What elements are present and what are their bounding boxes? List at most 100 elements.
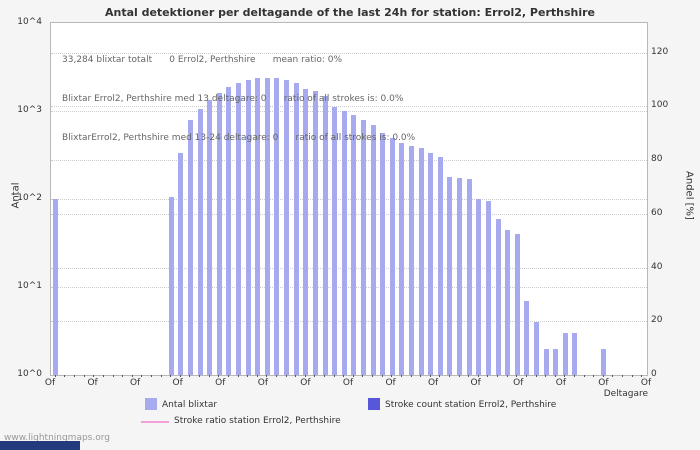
bar <box>505 229 511 375</box>
plot-area <box>50 22 648 376</box>
legend-line-stroke-ratio <box>141 421 169 423</box>
bar <box>178 153 184 375</box>
x-tick-label: Of <box>172 378 183 388</box>
axis-tick <box>593 375 595 377</box>
axis-tick <box>573 375 575 377</box>
gridline <box>51 106 647 108</box>
x-tick-label: Of <box>598 378 609 388</box>
bar <box>351 115 357 375</box>
axis-tick <box>631 375 633 377</box>
axis-tick <box>535 375 537 377</box>
bar <box>341 111 347 375</box>
gridline <box>51 321 647 323</box>
axis-tick <box>352 375 354 377</box>
annotation-line-2: Blixtar Errol2, Perthshire med 13 deltag… <box>62 94 404 104</box>
axis-tick <box>314 375 316 377</box>
y-axis-title-right: Andel [%] <box>683 171 695 220</box>
bar <box>332 107 338 375</box>
bar <box>303 88 309 375</box>
watermark-link[interactable]: www.lightningmaps.org <box>4 433 110 443</box>
bar <box>380 133 386 375</box>
axis-tick <box>497 375 498 377</box>
axis-tick <box>237 375 239 377</box>
bar <box>187 119 193 375</box>
gridline <box>51 160 647 161</box>
x-tick-label: Of <box>87 378 98 388</box>
bar <box>53 199 59 375</box>
axis-tick <box>141 375 143 377</box>
bar <box>543 348 549 375</box>
axis-tick <box>227 375 229 377</box>
bar <box>168 197 174 375</box>
y-tick-label-right: 100 <box>651 100 669 111</box>
footer-banner <box>0 441 80 450</box>
axis-tick <box>122 375 124 377</box>
axis-tick <box>458 375 460 377</box>
bar <box>437 157 443 375</box>
x-axis-ticks <box>50 375 646 379</box>
axis-tick <box>641 375 643 377</box>
bar <box>562 333 568 375</box>
y-tick-label-right: 40 <box>651 261 663 272</box>
y-tick-label-left: 10^4 <box>17 17 42 27</box>
axis-tick <box>54 375 56 377</box>
bar <box>284 80 289 375</box>
y-axis-right-labels: 120 100 80 60 40 20 0 <box>651 22 691 379</box>
axis-tick <box>448 375 450 377</box>
axis-tick <box>564 375 566 377</box>
y-tick-label-left: 10^0 <box>17 369 42 379</box>
axis-tick <box>324 375 325 377</box>
x-axis-labels: Of Of Of Of Of Of Of Of Of Of Of Of Of Of Of <box>45 378 651 390</box>
axis-tick <box>102 375 104 377</box>
axis-tick <box>439 375 441 377</box>
axis-tick <box>266 375 268 377</box>
bar <box>524 300 530 375</box>
bar <box>534 322 539 375</box>
axis-tick <box>275 375 277 377</box>
axis-tick <box>218 375 220 377</box>
axis-tick <box>400 375 402 377</box>
chart-title: Antal detektioner per deltagande of the … <box>104 6 596 19</box>
bar <box>312 90 318 375</box>
axis-tick <box>131 375 133 377</box>
y-tick-label-right: 80 <box>651 154 663 164</box>
axis-tick <box>189 375 191 377</box>
axis-tick <box>295 375 297 377</box>
bar <box>207 99 213 375</box>
bar <box>476 199 482 375</box>
x-tick-label: Of <box>257 378 269 388</box>
axis-tick <box>506 375 508 377</box>
bar <box>399 143 405 375</box>
bar <box>255 78 261 375</box>
axis-tick <box>525 375 527 377</box>
axis-tick <box>247 375 249 377</box>
bar <box>466 178 472 375</box>
axis-tick <box>208 375 210 377</box>
bar <box>360 119 366 375</box>
bar <box>226 86 232 375</box>
axis-tick <box>256 375 258 377</box>
x-tick-label: Of <box>385 378 396 388</box>
x-tick-label: Of <box>555 378 567 388</box>
x-tick-label: Of <box>470 378 481 388</box>
x-tick-label: Of <box>427 378 439 388</box>
axis-tick <box>468 375 470 377</box>
axis-tick <box>372 375 373 377</box>
bar <box>216 93 222 375</box>
bar <box>572 333 578 375</box>
axis-tick <box>410 375 412 377</box>
y-axis-left-labels: 10^4 10^3 10^2 10^1 10^0 <box>0 17 46 379</box>
bar <box>457 177 462 375</box>
axis-tick <box>362 375 364 377</box>
bar <box>322 95 328 375</box>
bar <box>485 201 491 375</box>
legend-label-stroke-ratio: Stroke ratio station Errol2, Perthshire <box>174 416 341 426</box>
axis-tick <box>74 375 75 377</box>
legend-label-stroke-count: Stroke count station Errol2, Perthshire <box>385 400 557 410</box>
annotation-line-3: BlixtarErrol2, Perthshire med 13-24 delt… <box>62 133 416 143</box>
y-axis-title-left: Antal <box>10 182 22 209</box>
bar <box>495 218 501 375</box>
x-tick-label: Of <box>513 378 524 388</box>
bar <box>236 82 241 375</box>
